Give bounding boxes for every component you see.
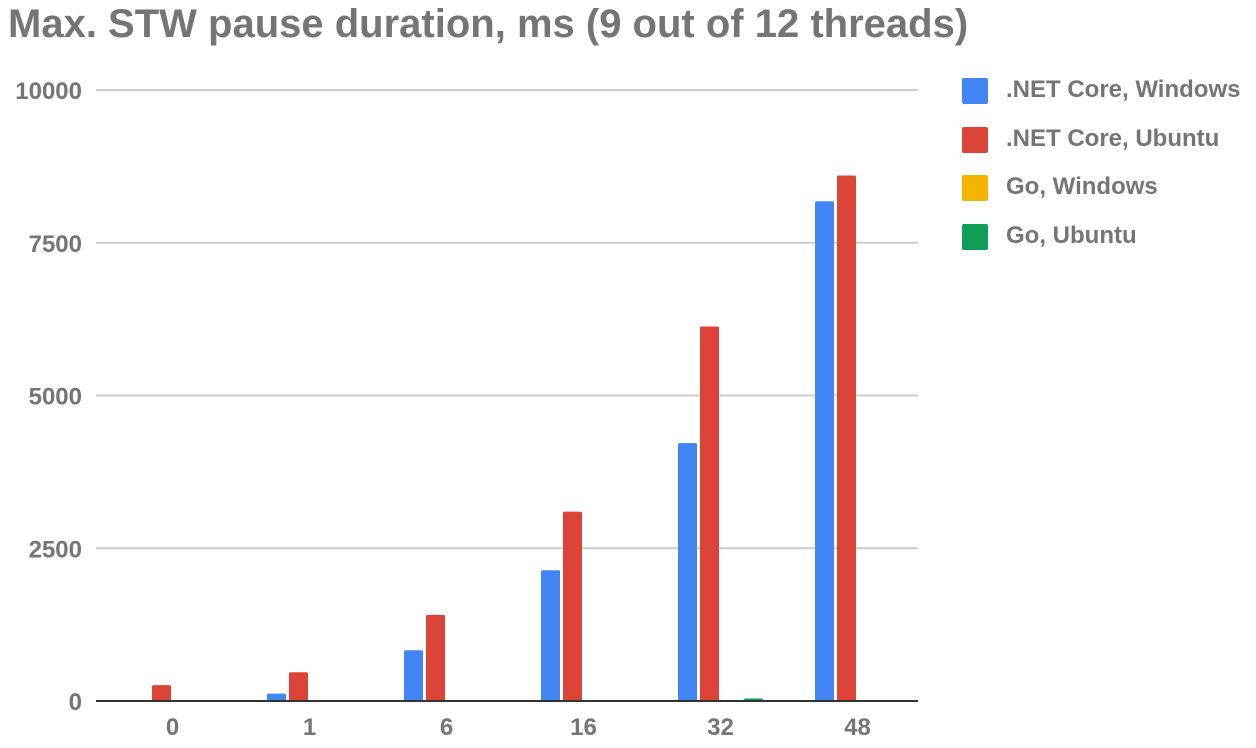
bar — [563, 511, 582, 701]
bar — [404, 650, 423, 701]
legend-label: Go, Ubuntu — [1006, 221, 1137, 249]
bar — [152, 685, 171, 701]
bar — [815, 201, 834, 701]
bar — [837, 175, 856, 702]
legend-label: Go, Windows — [1006, 173, 1158, 200]
legend-label: .NET Core, Ubuntu — [1006, 124, 1220, 152]
legend-swatch — [962, 175, 988, 201]
bar — [267, 693, 286, 701]
bar — [678, 443, 697, 701]
y-tick-label: 5000 — [29, 384, 82, 411]
legend-item[interactable]: Go, Windows — [962, 171, 1240, 220]
gridlines — [96, 89, 918, 550]
x-tick-label: 6 — [440, 714, 453, 741]
x-tick-label: 1 — [303, 714, 316, 741]
x-tick-label: 16 — [570, 714, 597, 741]
y-tick-label: 7500 — [29, 231, 82, 258]
legend-item[interactable]: Go, Ubuntu — [962, 220, 1240, 269]
x-tick-label: 0 — [166, 714, 179, 741]
y-axis-ticks: 0 2500 5000 7500 10000 — [15, 78, 82, 716]
y-tick-label: 0 — [69, 689, 82, 716]
bars — [96, 175, 918, 702]
x-tick-label: 32 — [707, 714, 734, 741]
y-tick-label: 2500 — [29, 536, 82, 563]
y-tick-label: 10000 — [15, 78, 82, 105]
legend: .NET Core, Windows .NET Core, Ubuntu Go,… — [962, 74, 1240, 268]
legend-item[interactable]: .NET Core, Ubuntu — [962, 123, 1240, 172]
bar — [426, 614, 445, 701]
legend-swatch — [962, 126, 988, 153]
chart-title: Max. STW pause duration, ms (9 out of 12… — [8, 2, 969, 46]
x-axis-ticks: 0 1 6 16 32 48 — [166, 714, 871, 741]
legend-label: .NET Core, Windows — [1006, 76, 1241, 103]
bar — [289, 672, 308, 701]
bar — [700, 326, 719, 701]
bar — [541, 570, 560, 701]
legend-swatch — [962, 78, 988, 104]
x-tick-label: 48 — [844, 714, 871, 741]
legend-swatch — [962, 223, 988, 250]
legend-item[interactable]: .NET Core, Windows — [962, 74, 1240, 123]
